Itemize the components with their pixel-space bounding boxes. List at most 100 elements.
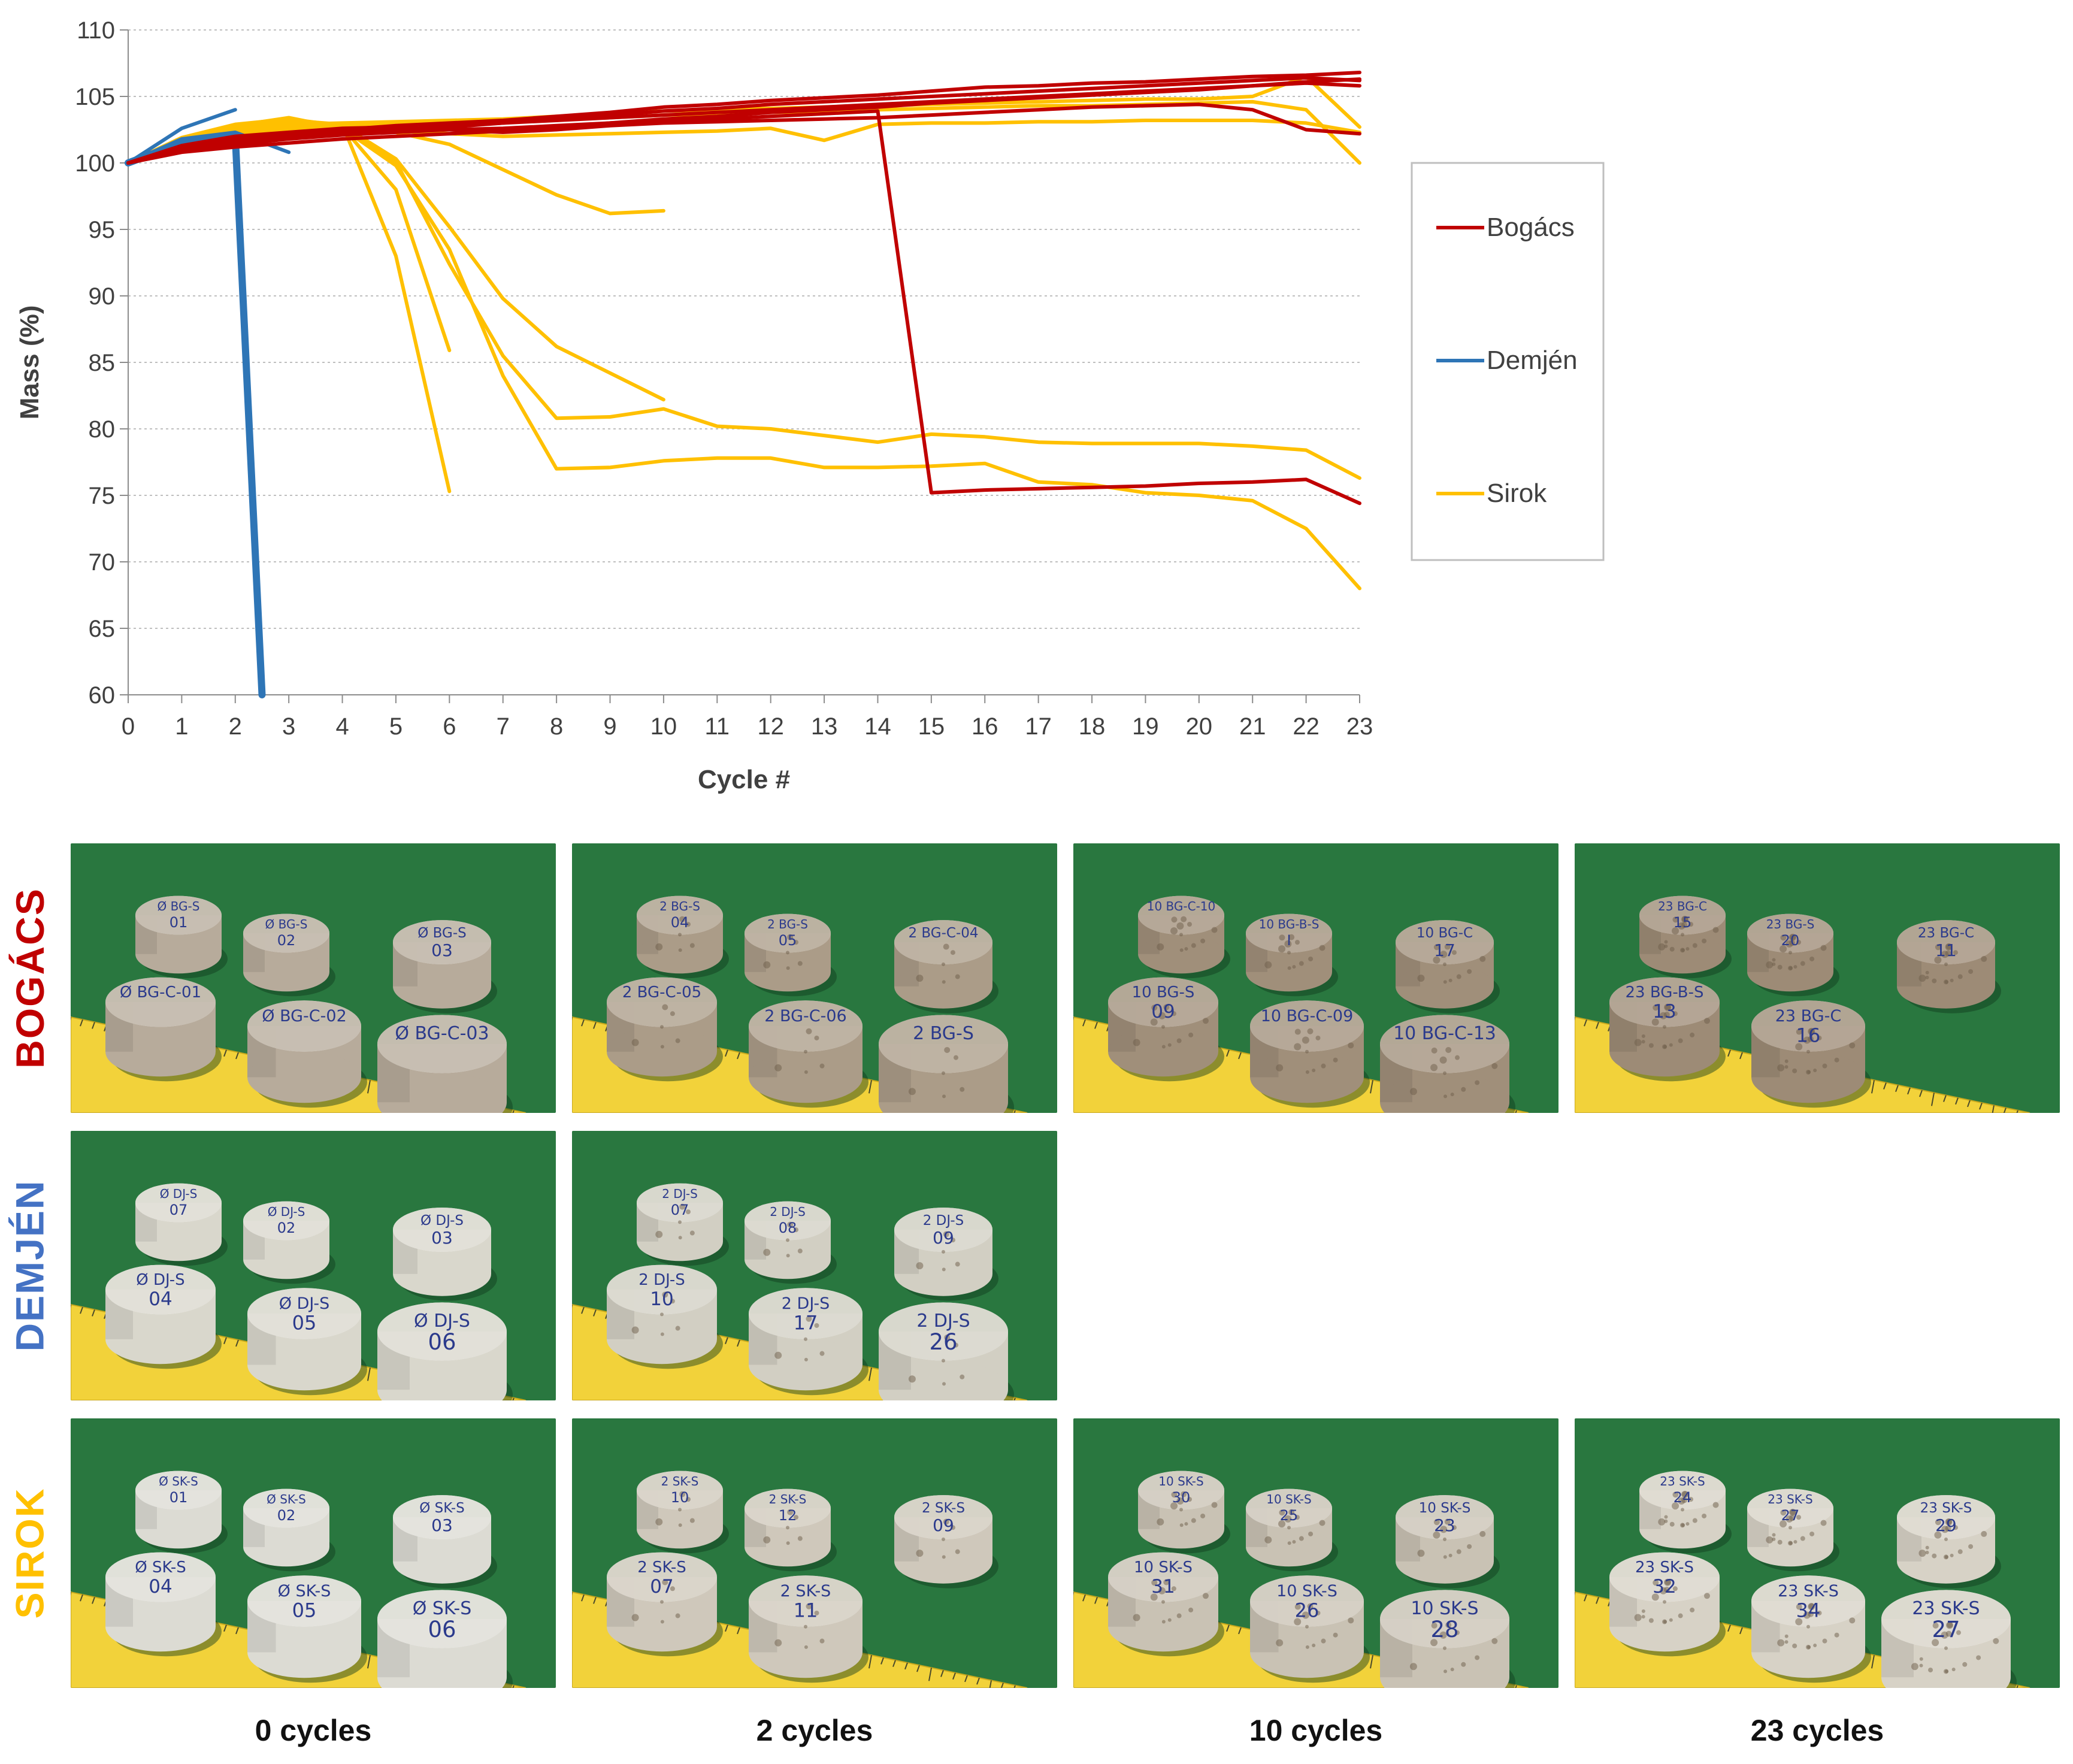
specimen-cylinder: Ø BG-C-02 [247,1000,367,1108]
specimen-label: Ø DJ-S [160,1187,198,1201]
specimen-cylinder: 2 BG-S [879,1015,1014,1113]
specimen-cylinder: Ø SK-S03 [393,1495,497,1588]
x-tick-label: 14 [864,713,891,740]
specimen-number: 05 [779,932,797,949]
x-tick-label: 21 [1239,713,1266,740]
specimen-label: 10 BG-C-10 [1147,899,1216,913]
specimen-label: Ø BG-S [417,925,467,941]
specimen-number: 09 [1151,1001,1175,1022]
specimen-number: 07 [671,1202,689,1218]
specimen-number: I [1287,932,1291,949]
specimen-number: 03 [431,1515,453,1535]
specimen-cylinder: 10 SK-S31 [1108,1552,1224,1657]
photo-bogacs-10-cycles: 10 BG-C-10 10 BG-B-S I 10 BG-C 17 10 BG-S 09 10… [1073,843,1558,1113]
specimen-number: 24 [1673,1489,1692,1506]
specimen-cylinder: Ø BG-S02 [243,913,335,997]
specimen-label: 10 SK-S [1276,1582,1337,1600]
legend-label-demjen: Demjén [1487,346,1578,375]
specimen-cylinder: 23 BG-C15 [1639,895,1732,979]
specimen-label: Ø BG-C-03 [395,1023,489,1044]
specimen-cylinder: 23 BG-B-S13 [1609,977,1726,1082]
specimen-label: 23 BG-C [1658,899,1707,913]
y-tick-label: 65 [89,616,116,642]
specimen-label: Ø BG-S [158,899,200,913]
mass-chart: 0 1 2 3 4 5 6 7 8 9 10 11 12 13 14 15 16 17 18 19 20 21 22 2360… [15,17,1605,794]
specimen-cylinder: Ø BG-S03 [393,920,497,1013]
specimen-cylinder: 2 BG-S04 [637,895,729,979]
specimen-cylinder: Ø DJ-S02 [243,1201,335,1284]
specimen-number: 30 [1172,1489,1191,1506]
specimen-number: 03 [431,940,453,960]
specimen-cylinder: 2 DJ-S07 [637,1183,729,1266]
x-tick-label: 23 [1346,713,1373,740]
x-tick-label: 15 [918,713,945,740]
specimen-label: Ø SK-S [267,1492,306,1506]
specimen-cylinder: 23 SK-S32 [1609,1552,1726,1657]
specimen-label: 10 BG-B-S [1259,917,1320,931]
specimen-number: 17 [1434,940,1455,960]
specimen-label: Ø DJ-S [420,1213,464,1229]
specimen-cylinder: Ø SK-S06 [377,1590,513,1688]
specimen-cylinder: Ø BG-C-01 [105,977,222,1082]
y-axis-title: Mass (%) [15,305,44,420]
specimen-number: 03 [431,1228,453,1248]
y-tick-label: 85 [89,350,116,376]
specimen-cylinder: 23 BG-C11 [1897,920,2001,1013]
specimen-number: 13 [1653,1001,1676,1022]
specimen-label: Ø BG-S [265,917,308,931]
photo-sirok-0-cycles: Ø SK-S 01 Ø SK-S 02 Ø SK-S 03 Ø SK-S 04 Ø SK-S 05… [71,1418,556,1688]
specimen-number: 27 [1781,1507,1800,1524]
specimen-cylinder: 2 SK-S07 [607,1552,723,1657]
specimen-label: 10 BG-S [1132,984,1195,1001]
row-label-sirok-text: SIROK [8,1487,52,1619]
specimen-label: 23 SK-S [1912,1598,1980,1619]
legend-label-bogacs: Bogács [1487,213,1575,242]
specimen-cylinder: 23 SK-S27 [1747,1488,1839,1572]
x-tick-label: 13 [811,713,838,740]
specimen-cylinder: Ø DJ-S05 [247,1288,367,1396]
specimen-cylinder: 2 BG-C-04 [894,920,998,1013]
specimen-number: 26 [1295,1599,1320,1622]
x-tick-label: 6 [443,713,456,740]
specimen-cylinder: Ø BG-C-03 [377,1015,513,1113]
specimen-cylinder: 10 BG-C-10 [1138,895,1230,979]
x-tick-label: 10 [650,713,677,740]
specimen-cylinder: 2 SK-S11 [749,1575,868,1683]
specimen-label: 2 DJ-S [770,1205,806,1219]
specimen-cylinder: 10 BG-S09 [1108,977,1224,1082]
specimen-cylinder: 10 SK-S30 [1138,1470,1230,1554]
specimen-label: 23 BG-S [1766,917,1815,931]
x-tick-label: 17 [1025,713,1052,740]
specimen-number: 31 [1151,1576,1175,1597]
x-tick-label: 12 [757,713,784,740]
photo-demjen-0-cycles: Ø DJ-S 07 Ø DJ-S 02 Ø DJ-S 03 Ø DJ-S 04 Ø DJ-S 05… [71,1131,556,1400]
series-line-sirok-9 [126,116,1361,591]
specimen-cylinder: 2 DJ-S17 [749,1288,868,1396]
series-line-bogcs-6 [126,109,1361,506]
specimen-label: 2 DJ-S [662,1187,698,1201]
specimen-label: 23 BG-C [1775,1007,1842,1025]
specimen-number: 25 [1280,1507,1299,1524]
series-line-demjn-1 [126,108,237,165]
specimen-number: 06 [428,1617,456,1642]
specimen-cylinder: 10 SK-S23 [1396,1495,1500,1588]
photo-sirok-23-cycles: 23 SK-S 24 23 SK-S 27 23 SK-S 29 23 SK-S 32 23 S… [1575,1418,2060,1688]
specimen-number: 15 [1673,914,1692,931]
photo-sirok-2-cycles: 2 SK-S 10 2 SK-S 12 2 SK-S 09 2 SK-S 07 2 SK-S 11 [572,1418,1057,1688]
x-tick-label: 19 [1132,713,1159,740]
specimen-label: Ø SK-S [278,1582,331,1600]
specimen-cylinder: 10 SK-S25 [1246,1488,1338,1572]
specimen-label: 10 SK-S [1411,1598,1478,1619]
specimen-label: 2 DJ-S [782,1294,830,1313]
specimen-label: 2 BG-C-06 [764,1007,846,1025]
specimen-cylinder: Ø BG-S01 [135,895,228,979]
specimen-cylinder: Ø DJ-S07 [135,1183,228,1266]
specimen-number: 10 [671,1489,689,1506]
specimen-number: 09 [933,1228,954,1248]
x-tick-label: 16 [972,713,998,740]
